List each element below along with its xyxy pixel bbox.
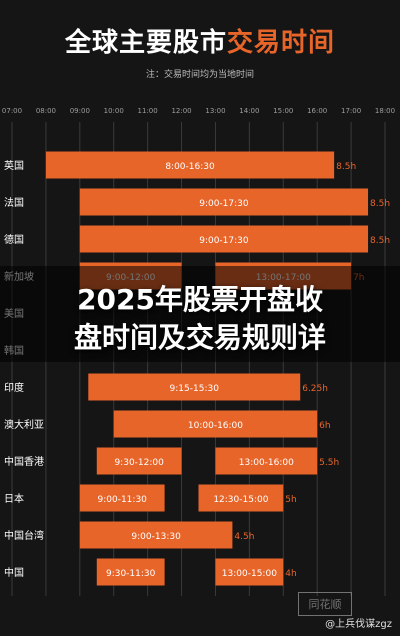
title-accent: 交易时间: [227, 28, 336, 58]
session-bar: [96, 447, 182, 475]
session-bar: [198, 484, 284, 512]
x-tick-label: 13:00: [205, 107, 225, 115]
session-bar: [79, 188, 369, 216]
total-hours-label: 5.5h: [319, 458, 339, 468]
session-label: 8:00-16:30: [165, 162, 215, 172]
row-label: 澳大利亚: [4, 418, 44, 431]
x-tick-label: 10:00: [104, 107, 124, 115]
session-bar: [79, 225, 369, 253]
row-label: 日本: [4, 492, 24, 505]
session-label: 9:15-15:30: [170, 384, 220, 394]
session-label: 9:30-11:30: [106, 569, 156, 579]
x-tick-label: 09:00: [70, 107, 90, 115]
row-label: 中国台湾: [4, 529, 44, 542]
total-hours-label: 4h: [285, 569, 296, 579]
total-hours-label: 6h: [319, 421, 330, 431]
x-tick-label: 17:00: [341, 107, 361, 115]
x-tick-label: 16:00: [307, 107, 327, 115]
x-tick-label: 12:00: [171, 107, 191, 115]
session-label: 12:30-15:00: [213, 495, 268, 505]
session-label: 9:30-12:00: [114, 458, 164, 468]
x-tick-label: 14:00: [239, 107, 259, 115]
session-label: 13:00-16:00: [239, 458, 294, 468]
session-bar: [215, 558, 284, 586]
total-hours-label: 8.5h: [336, 162, 356, 172]
watermark-text: @上兵伐谋zgz: [325, 619, 392, 630]
session-label: 9:00-17:30: [199, 236, 249, 246]
x-tick-label: 15:00: [273, 107, 293, 115]
total-hours-label: 8.5h: [370, 199, 390, 209]
headline-line-2: 盘时间及交易规则详: [73, 321, 326, 354]
headline-line-1: 2025年股票开盘收: [77, 283, 323, 316]
row-label: 德国: [4, 233, 24, 246]
headline-text: 2025年股票开盘收 盘时间及交易规则详: [0, 281, 400, 357]
row-label: 法国: [4, 196, 24, 209]
total-hours-label: 5h: [285, 495, 296, 505]
total-hours-label: 6.25h: [302, 384, 328, 394]
row-label: 英国: [4, 159, 24, 172]
x-tick-label: 07:00: [2, 107, 22, 115]
row-label: 印度: [4, 381, 24, 394]
row-label: 中国香港: [4, 455, 44, 468]
session-bar: [96, 558, 165, 586]
session-bar: [215, 447, 318, 475]
session-bar: [88, 373, 301, 401]
session-label: 13:00-15:00: [222, 569, 277, 579]
x-tick-label: 11:00: [138, 107, 158, 115]
session-label: 9:00-17:30: [199, 199, 249, 209]
session-label: 9:00-13:30: [131, 532, 181, 542]
chart-title: 全球主要股市交易时间: [0, 22, 400, 59]
x-tick-label: 18:00: [375, 107, 395, 115]
row-label: 中国: [4, 566, 24, 579]
title-main: 全球主要股市: [64, 28, 227, 58]
headline-overlay: [0, 266, 400, 362]
total-hours-label: 4.5h: [234, 532, 254, 542]
x-tick-label: 08:00: [36, 107, 56, 115]
session-bar: [79, 484, 165, 512]
session-bar: [113, 410, 318, 438]
session-bar: [79, 521, 233, 549]
session-label: 9:00-11:30: [98, 495, 148, 505]
total-hours-label: 8.5h: [370, 236, 390, 246]
watermark-badge: 同花顺: [298, 592, 352, 616]
session-label: 10:00-16:00: [188, 421, 243, 431]
chart-note: 注：交易时间均为当地时间: [145, 70, 254, 80]
session-bar: [45, 151, 335, 179]
